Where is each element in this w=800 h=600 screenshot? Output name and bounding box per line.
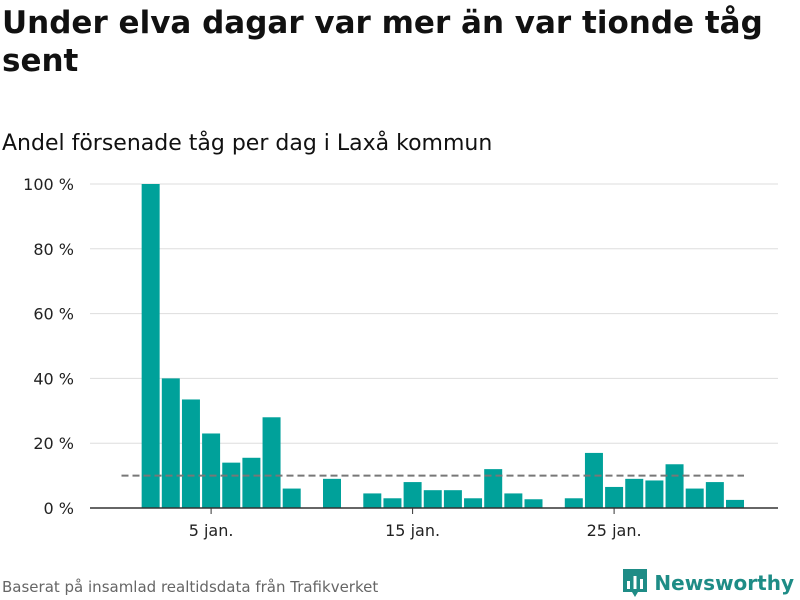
bar bbox=[141, 184, 160, 508]
chart-subtitle: Andel försenade tåg per dag i Laxå kommu… bbox=[2, 131, 493, 156]
brand-name: Newsworthy bbox=[654, 571, 794, 595]
bar bbox=[685, 488, 704, 508]
y-tick-label: 20 % bbox=[33, 434, 74, 453]
bar bbox=[443, 490, 462, 508]
y-tick-label: 80 % bbox=[33, 240, 74, 259]
bar bbox=[584, 452, 603, 508]
bar bbox=[564, 498, 583, 508]
bar bbox=[726, 499, 744, 508]
bar bbox=[383, 498, 402, 508]
y-tick-label: 40 % bbox=[33, 369, 74, 388]
bar bbox=[363, 493, 382, 508]
bar bbox=[282, 488, 301, 508]
bar bbox=[202, 433, 221, 508]
bar bbox=[524, 499, 543, 508]
bar bbox=[625, 478, 644, 508]
y-tick-label: 0 % bbox=[44, 499, 74, 518]
brand-logo: Newsworthy bbox=[622, 568, 794, 598]
bar bbox=[705, 482, 724, 508]
bar bbox=[242, 457, 261, 508]
bar bbox=[161, 378, 180, 508]
newsworthy-icon bbox=[623, 569, 648, 597]
bar bbox=[605, 486, 624, 508]
bar bbox=[484, 469, 503, 508]
x-tick-label: 25 jan. bbox=[587, 521, 642, 540]
source-note: Baserat på insamlad realtidsdata från Tr… bbox=[2, 578, 379, 596]
bar bbox=[181, 399, 200, 508]
bar bbox=[665, 464, 684, 508]
bar bbox=[403, 482, 422, 508]
bar bbox=[464, 498, 483, 508]
bar bbox=[262, 417, 281, 508]
y-tick-label: 60 % bbox=[33, 305, 74, 324]
x-tick-label: 15 jan. bbox=[385, 521, 440, 540]
bar bbox=[645, 480, 664, 508]
bar bbox=[504, 493, 523, 508]
y-tick-label: 100 % bbox=[23, 175, 74, 194]
chart-title: Under elva dagar var mer än var tionde t… bbox=[2, 5, 763, 79]
bar bbox=[323, 478, 341, 508]
bar bbox=[222, 462, 241, 508]
x-tick-label: 5 jan. bbox=[189, 521, 234, 540]
bar bbox=[423, 490, 442, 508]
